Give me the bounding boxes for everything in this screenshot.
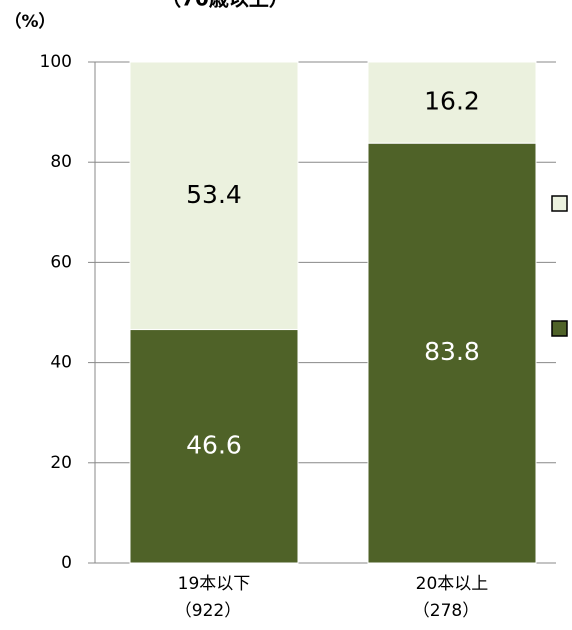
legend-swatch xyxy=(551,195,568,212)
y-tick-label: 0 xyxy=(61,553,72,573)
y-tick-label: 20 xyxy=(50,453,72,473)
y-axis-label: （%） xyxy=(4,11,55,32)
sample-size: （922） xyxy=(175,601,241,621)
value-label: 46.6 xyxy=(186,430,242,459)
bar-segment xyxy=(367,61,537,144)
bar-segment xyxy=(129,61,299,331)
y-tick-label: 60 xyxy=(50,252,72,272)
bar-segment xyxy=(129,329,299,564)
x-tick-label: 19本以下 xyxy=(178,574,251,594)
value-label: 83.8 xyxy=(424,337,480,366)
y-tick-label: 100 xyxy=(40,52,72,72)
y-tick-label: 80 xyxy=(50,152,72,172)
value-label: 16.2 xyxy=(424,87,480,116)
y-tick-label: 40 xyxy=(50,353,72,373)
chart-title: （70歳以上） xyxy=(161,0,289,11)
legend-swatch xyxy=(551,320,568,337)
x-tick-label: 20本以上 xyxy=(416,574,489,594)
value-label: 53.4 xyxy=(186,180,242,209)
sample-size: （278） xyxy=(413,601,479,621)
bar-segment xyxy=(367,142,537,564)
